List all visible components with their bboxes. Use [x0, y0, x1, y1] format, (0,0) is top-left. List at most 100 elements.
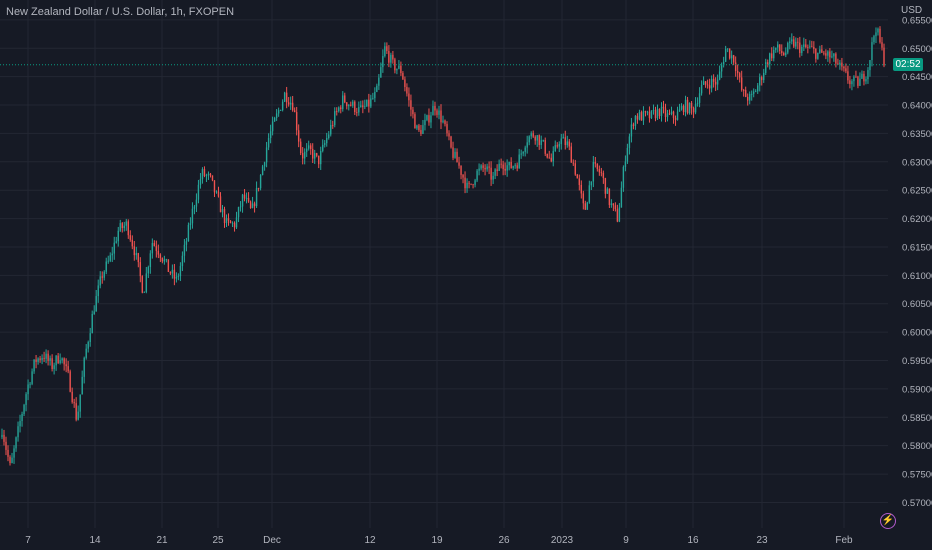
candle-body	[584, 203, 587, 210]
candle-body	[215, 191, 218, 193]
candle-body	[598, 169, 601, 173]
candle-body	[787, 42, 789, 53]
candle-body	[289, 102, 292, 105]
candle-body	[235, 217, 238, 228]
candle-body	[89, 333, 91, 342]
candle-body	[382, 56, 384, 68]
candle-body	[303, 151, 306, 159]
candle-body	[791, 39, 793, 42]
candle-body	[726, 48, 729, 50]
candle-body	[576, 174, 579, 179]
candle-body	[147, 267, 150, 274]
candle-body	[189, 223, 192, 225]
candle-body	[755, 91, 757, 93]
candle-body	[855, 76, 857, 78]
candle-body	[716, 79, 719, 85]
candle-body	[53, 365, 55, 370]
candle-body	[169, 271, 172, 274]
candle-body	[157, 250, 160, 255]
candle-body	[402, 73, 404, 80]
candle-body	[789, 41, 791, 43]
candle-body	[394, 59, 396, 71]
candle-body	[498, 163, 500, 171]
candle-body	[807, 47, 809, 48]
candle-body	[620, 187, 623, 208]
candle-body	[187, 224, 190, 242]
candle-body	[524, 147, 526, 152]
candle-body	[686, 99, 689, 114]
candle-body	[165, 259, 168, 261]
candle-body	[63, 358, 65, 365]
lightning-icon[interactable]: ⚡	[880, 513, 896, 529]
candle-body	[580, 184, 583, 194]
candle-body	[556, 145, 558, 147]
candle-body	[13, 448, 15, 458]
candle-body	[31, 371, 33, 384]
candle-body	[596, 163, 599, 170]
candle-body	[79, 394, 81, 412]
candle-body	[376, 85, 378, 92]
candle-body	[400, 65, 402, 74]
candle-body	[748, 94, 751, 101]
candle-body	[167, 259, 170, 272]
candle-body	[17, 426, 19, 438]
candle-body	[706, 84, 709, 86]
candle-body	[301, 153, 304, 159]
candle-body	[384, 46, 386, 57]
candle-body	[530, 133, 532, 137]
candle-body	[492, 175, 494, 180]
candle-body	[259, 175, 262, 189]
candle-body	[7, 449, 9, 457]
candle-body	[145, 273, 148, 292]
candle-body	[594, 162, 597, 164]
candle-body	[869, 60, 871, 71]
candle-body	[163, 259, 166, 262]
candle-body	[39, 358, 41, 360]
candle-body	[378, 77, 380, 86]
candle-body	[728, 48, 731, 59]
candle-body	[734, 62, 737, 71]
candle-body	[694, 103, 697, 113]
candle-body	[779, 44, 781, 51]
candle-body	[602, 172, 605, 179]
candle-body	[490, 167, 492, 180]
candle-body	[809, 46, 811, 48]
x-axis[interactable]: 7 14 21 25 Dec 12 19 26 2023 9 16 23 Feb	[25, 535, 853, 546]
candle-body	[131, 239, 133, 247]
candle-body	[504, 168, 506, 171]
candle-body	[181, 255, 184, 267]
candle-body	[247, 197, 250, 202]
candle-body	[654, 110, 657, 119]
candle-body	[213, 180, 216, 193]
candle-body	[37, 358, 39, 362]
candle-body	[318, 155, 320, 165]
candle-body	[312, 148, 314, 159]
y-tick-label: 0.57000	[902, 498, 932, 509]
candle-body	[251, 203, 254, 208]
candle-body	[424, 119, 426, 126]
candle-body	[680, 105, 683, 110]
candle-body	[873, 36, 875, 43]
candle-body	[195, 199, 198, 207]
candle-body	[532, 133, 534, 137]
candle-body	[370, 98, 372, 107]
candle-body	[420, 130, 422, 134]
candle-body	[121, 223, 123, 229]
candle-body	[662, 106, 665, 109]
candle-body	[684, 99, 687, 113]
candle-body	[630, 124, 633, 137]
candle-body	[261, 166, 264, 176]
candle-body	[364, 106, 366, 108]
candle-body	[277, 110, 280, 114]
candle-body	[771, 53, 773, 59]
candle-body	[442, 120, 444, 123]
candle-body	[514, 165, 516, 167]
candle-body	[109, 255, 111, 261]
candle-body	[103, 271, 105, 278]
